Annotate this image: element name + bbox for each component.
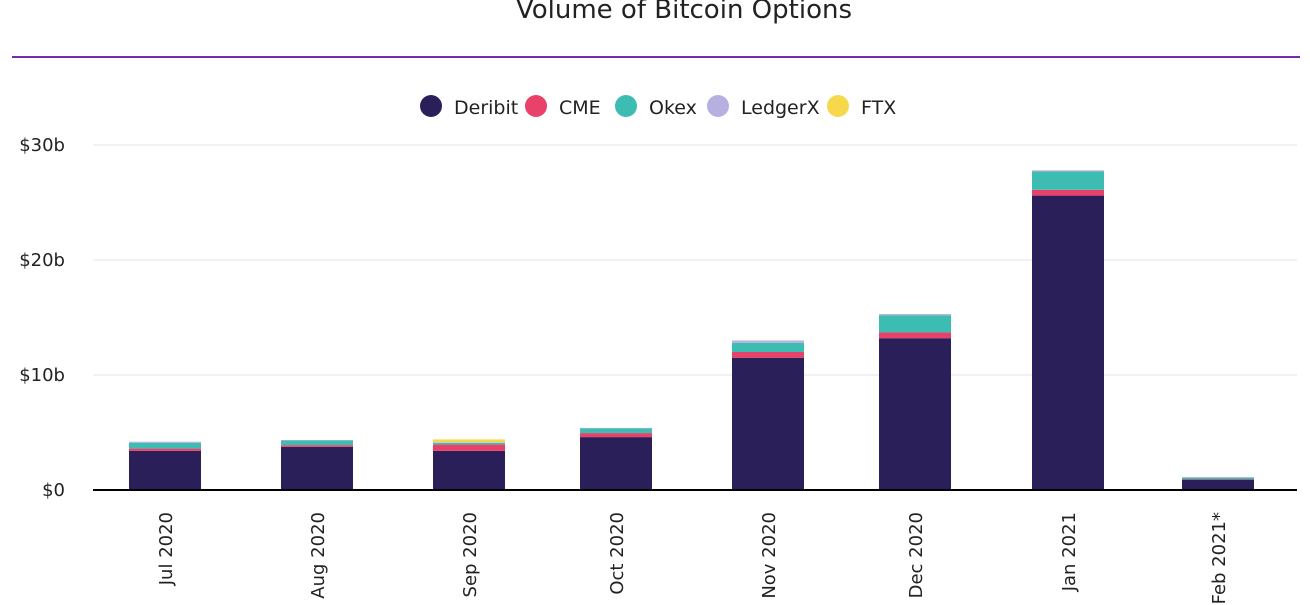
x-tick-label: Sep 2020 — [460, 512, 481, 597]
y-tick-label: $0 — [42, 480, 65, 501]
bar-segment — [879, 315, 951, 333]
bar-segment — [1032, 171, 1104, 190]
bar-segment — [732, 340, 804, 343]
y-tick-label: $10b — [19, 365, 65, 386]
x-tick-label: Jan 2021 — [1059, 512, 1080, 592]
legend-marker — [615, 95, 637, 117]
bar-segment — [879, 332, 951, 339]
bar-segment — [879, 314, 951, 316]
y-tick-label: $30b — [19, 135, 65, 156]
bar-segment — [732, 352, 804, 358]
bar-segment — [1032, 189, 1104, 196]
legend-label: Deribit — [454, 97, 518, 119]
legend-label: FTX — [861, 97, 896, 119]
x-tick-label: Nov 2020 — [759, 512, 780, 599]
x-tick-label: Aug 2020 — [308, 512, 329, 599]
bar-segment — [433, 450, 505, 490]
bar-segment — [433, 442, 505, 445]
bar-segment — [1032, 170, 1104, 172]
bar-segment — [1182, 479, 1254, 480]
gridlines — [93, 144, 1297, 376]
bar-segment — [580, 433, 652, 438]
x-tick-label: Oct 2020 — [607, 512, 628, 595]
legend-marker — [525, 95, 547, 117]
bar-segment — [433, 442, 505, 443]
bars — [129, 170, 1254, 490]
y-axis-ticks: $0 $10b $20b $30b — [19, 135, 65, 501]
bar-segment — [1182, 479, 1254, 490]
x-tick-label: Feb 2021* — [1209, 512, 1230, 604]
bar-segment — [129, 450, 201, 490]
bar-segment — [129, 441, 201, 443]
bar-segment — [879, 338, 951, 490]
bar-segment — [281, 445, 353, 447]
x-axis-labels: Jul 2020 Aug 2020 Sep 2020 Oct 2020 Nov 2020… — [156, 512, 1230, 604]
bar-segment — [281, 446, 353, 490]
chart-title: Volume of Bitcoin Options — [516, 0, 852, 25]
bar-segment — [129, 442, 201, 449]
x-tick-label: Jul 2020 — [156, 512, 177, 586]
bar-segment — [732, 342, 804, 352]
bar-segment — [1032, 195, 1104, 490]
bar-segment — [433, 439, 505, 443]
x-tick-label: Dec 2020 — [906, 512, 927, 598]
bar-segment — [129, 448, 201, 451]
bar-segment — [580, 437, 652, 490]
y-tick-label: $20b — [19, 250, 65, 271]
bar-segment — [1182, 477, 1254, 480]
legend-label: CME — [559, 97, 601, 119]
legend-marker — [827, 95, 849, 117]
legend-marker — [707, 95, 729, 117]
bar-segment — [281, 440, 353, 446]
legend-label: Okex — [649, 97, 697, 119]
bar-segment — [580, 428, 652, 434]
bar-segment — [281, 439, 353, 441]
bar-segment — [433, 444, 505, 451]
legend: Deribit CME Okex LedgerX FTX — [420, 95, 896, 119]
bar-segment — [580, 427, 652, 429]
legend-label: LedgerX — [741, 97, 820, 119]
legend-marker — [420, 95, 442, 117]
bar-segment — [732, 357, 804, 490]
